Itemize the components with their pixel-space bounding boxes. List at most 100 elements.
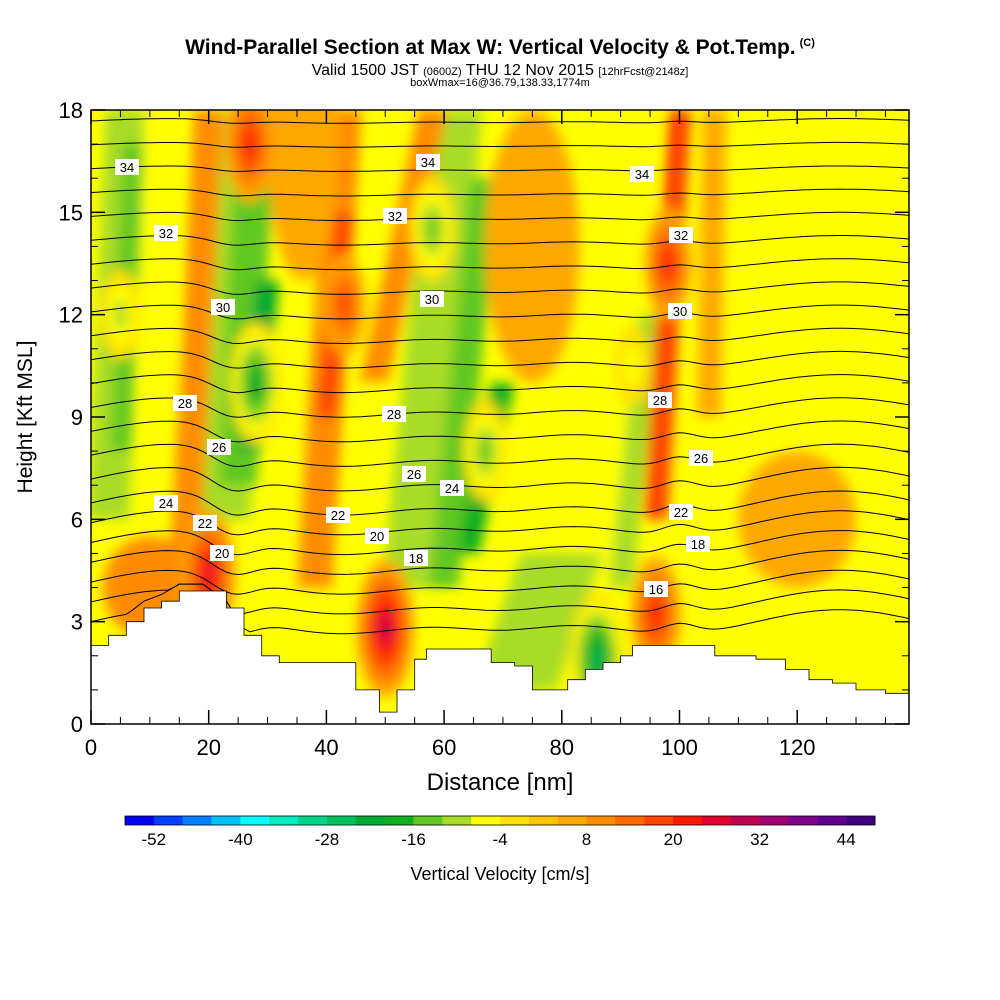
x-tick-label: 0: [85, 735, 97, 760]
contour-label: 30: [668, 303, 692, 319]
theta-contour-line: [91, 350, 909, 369]
svg-text:30: 30: [673, 304, 687, 319]
svg-text:30: 30: [216, 300, 230, 315]
svg-text:34: 34: [635, 167, 649, 182]
y-tick-label: 15: [59, 200, 83, 225]
velocity-core: [204, 563, 214, 585]
velocity-patch: [767, 604, 886, 673]
contour-label: 18: [404, 550, 428, 566]
theta-contour-line: [91, 141, 909, 148]
colorbar-swatch: [586, 816, 616, 825]
x-tick-label: 100: [661, 735, 698, 760]
theta-contour-line: [91, 443, 909, 468]
contour-labels: 34 34 34 32 32 32 30 30 30 28 28 28 26 26 26 24 24 22 22 22…: [115, 154, 713, 597]
theta-contour-line: [91, 23, 909, 28]
y-tick-label: 12: [59, 303, 83, 328]
chart-subtitle: Valid 1500 JST (0600Z) THU 12 Nov 2015 […: [311, 62, 689, 79]
svg-text:22: 22: [331, 508, 345, 523]
svg-text:26: 26: [407, 467, 421, 482]
colorbar-swatch: [125, 816, 155, 825]
y-tick-label: 9: [71, 405, 83, 430]
colorbar-swatch: [153, 816, 183, 825]
contour-label: 18: [686, 536, 710, 552]
colorbar-swatch: [384, 816, 414, 825]
x-tick-label: 20: [196, 735, 220, 760]
colorbar-swatch: [701, 816, 732, 825]
svg-text:16: 16: [649, 582, 663, 597]
svg-text:18: 18: [409, 551, 423, 566]
velocity-core: [593, 649, 602, 669]
contour-label: 34: [630, 166, 654, 182]
y-axis-title: Height [Kft MSL]: [14, 341, 37, 494]
contour-label: 24: [154, 495, 178, 511]
theta-contour-line: [91, 490, 909, 516]
velocity-core: [426, 216, 439, 243]
svg-text:34: 34: [120, 160, 134, 175]
colorbar-tick-label: 44: [837, 830, 856, 849]
svg-text:34: 34: [421, 155, 435, 170]
colorbar-swatch: [500, 816, 530, 825]
colorbar-swatch: [413, 816, 443, 825]
theta-contour-line: [91, 569, 909, 595]
contour-label: 34: [115, 159, 139, 175]
theta-contour-line: [91, 583, 909, 615]
theta-contour-line: [91, 235, 909, 246]
colorbar-swatch: [644, 816, 674, 825]
velocity-core: [479, 438, 491, 464]
velocity-band: [473, 553, 603, 690]
colorbar-frame: [124, 815, 876, 826]
colorbar-swatch: [355, 816, 385, 825]
velocity-core: [381, 618, 390, 639]
colorbar-tick-label: 20: [664, 830, 683, 849]
x-tick-label: 80: [550, 735, 574, 760]
contour-label: 22: [193, 515, 217, 531]
velocity-core: [662, 252, 673, 275]
svg-text:18: 18: [691, 537, 705, 552]
colorbar-swatch: [298, 816, 328, 825]
svg-text:20: 20: [215, 546, 229, 561]
x-axis-title: Distance [nm]: [427, 769, 574, 796]
colorbar-tick-label: 8: [582, 830, 591, 849]
velocity-core: [650, 603, 661, 627]
velocity-core: [251, 372, 261, 394]
x-tick-label: 120: [779, 735, 816, 760]
y-tick-label: 6: [71, 507, 83, 532]
theta-contour-line: [91, 95, 909, 100]
colorbar-swatch: [673, 816, 703, 825]
theta-contour-line: [91, 118, 909, 124]
contour-label: 30: [211, 299, 235, 315]
colorbar-swatch: [788, 816, 818, 825]
contour-label: 22: [669, 504, 693, 520]
chart-title: Wind-Parallel Section at Max W: Vertical…: [185, 36, 815, 59]
contour-label: 28: [648, 392, 672, 408]
theta-contour-line: [91, 549, 909, 576]
svg-text:22: 22: [198, 516, 212, 531]
svg-text:20: 20: [370, 529, 384, 544]
colorbar-swatch: [240, 816, 270, 825]
contour-label: 26: [689, 450, 713, 466]
colorbar-swatch: [326, 816, 357, 825]
y-tick-label: 3: [71, 610, 83, 635]
velocity-patch: [267, 110, 339, 281]
colorbar-swatch: [615, 816, 645, 825]
contour-label: 26: [402, 466, 426, 482]
y-tick-label: 0: [71, 712, 83, 737]
svg-text:28: 28: [178, 396, 192, 411]
svg-text:28: 28: [387, 407, 401, 422]
y-tick-label: 18: [59, 98, 83, 123]
svg-text:28: 28: [653, 393, 667, 408]
contour-label: 22: [326, 507, 350, 523]
svg-text:24: 24: [445, 481, 459, 496]
colorbar-swatch: [817, 816, 847, 825]
colorbar-swatch: [528, 816, 558, 825]
axes: 0 20 40 60 80 100 120 0 3 6 9 12 15 18: [59, 98, 909, 760]
svg-text:32: 32: [159, 226, 173, 241]
contour-label: 24: [440, 480, 464, 496]
contour-label: 32: [154, 225, 178, 241]
theta-contour-line: [91, 397, 909, 418]
theta-contour-line: [91, 211, 909, 222]
svg-text:26: 26: [694, 451, 708, 466]
svg-text:32: 32: [674, 228, 688, 243]
colorbar-swatch: [759, 816, 789, 825]
x-tick-label: 40: [314, 735, 338, 760]
